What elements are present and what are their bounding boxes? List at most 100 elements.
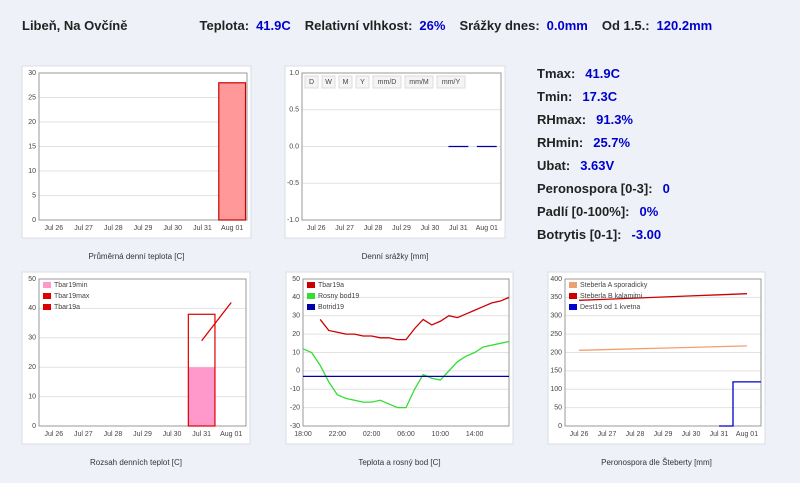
header-value: 120.2mm [656, 18, 713, 33]
stat-value: 25.7% [593, 135, 631, 150]
y-tick-label: 30 [292, 313, 300, 320]
legend-label: Tbar19min [54, 282, 88, 289]
stat-value: 3.63V [580, 158, 615, 173]
x-tick-label: Jul 31 [449, 225, 468, 232]
y-tick-label: 10 [28, 168, 36, 175]
range-button-label[interactable]: Y [360, 79, 365, 86]
x-tick-label: 22:00 [329, 431, 347, 438]
x-tick-label: 06:00 [397, 431, 415, 438]
stat-row: Tmax: 41.9C [537, 64, 670, 87]
stat-label: Peronospora [0-3]: [537, 181, 653, 196]
y-tick-label: 20 [28, 364, 36, 371]
y-tick-label: 400 [550, 276, 562, 283]
legend-swatch [43, 304, 51, 310]
legend-label: Tbar19a [318, 282, 344, 289]
y-tick-label: 50 [28, 276, 36, 283]
panel [284, 65, 506, 239]
bar [188, 367, 215, 426]
y-tick-label: 10 [28, 393, 36, 400]
range-button[interactable] [338, 75, 353, 89]
y-tick-label: 50 [554, 404, 562, 411]
y-tick-label: 300 [550, 313, 562, 320]
y-tick-label: 50 [292, 276, 300, 283]
stat-row: Peronospora [0-3]: 0 [537, 179, 670, 202]
legend-swatch [307, 282, 315, 288]
x-tick-label: Jul 28 [104, 431, 123, 438]
x-tick-label: 10:00 [432, 431, 450, 438]
y-tick-label: 0.5 [289, 107, 299, 114]
y-tick-label: 10 [292, 349, 300, 356]
legend-label: Steberla B kalamitni [580, 293, 643, 300]
station-name: Libeň, Na Ovčíně [22, 18, 128, 33]
plot-frame [38, 72, 248, 221]
range-button[interactable] [304, 75, 319, 89]
x-tick-label: Aug 01 [220, 431, 242, 438]
range-button-label[interactable]: mm/M [409, 79, 429, 86]
y-tick-label: 5 [32, 192, 36, 199]
legend-label: Tbar19max [54, 293, 90, 300]
y-tick-label: 15 [28, 143, 36, 150]
y-tick-label: -1.0 [287, 217, 299, 224]
x-tick-label: Jul 27 [74, 225, 93, 232]
stat-value: -3.00 [631, 227, 662, 242]
x-tick-label: Jul 29 [392, 225, 411, 232]
x-tick-label: Aug 01 [476, 225, 498, 232]
legend-swatch [307, 304, 315, 310]
x-tick-label: Jul 30 [163, 431, 182, 438]
y-tick-label: 0 [558, 423, 562, 430]
series-line [719, 381, 761, 427]
range-button[interactable] [355, 75, 370, 89]
range-button-label[interactable]: D [309, 79, 314, 86]
range-button-label[interactable]: mm/Y [442, 79, 461, 86]
x-tick-label: Jul 26 [45, 225, 64, 232]
chart-caption: Průměrná denní teplota [C] [88, 252, 184, 261]
stat-row: Padlí [0-100%]: 0% [537, 202, 670, 225]
y-tick-label: 200 [550, 349, 562, 356]
x-tick-label: Jul 26 [570, 431, 589, 438]
x-tick-label: Jul 27 [598, 431, 617, 438]
stat-row: RHmin: 25.7% [537, 133, 670, 156]
y-tick-label: -30 [290, 423, 300, 430]
range-button[interactable] [321, 75, 336, 89]
stat-row: Botrytis [0-1]: -3.00 [537, 225, 670, 248]
y-tick-label: 30 [28, 70, 36, 77]
header-value: 26% [419, 18, 446, 33]
x-tick-label: Jul 26 [307, 225, 326, 232]
stat-row: Tmin: 17.3C [537, 87, 670, 110]
range-button-label[interactable]: W [325, 79, 332, 86]
x-tick-label: Jul 29 [133, 431, 152, 438]
x-tick-label: Jul 30 [421, 225, 440, 232]
plot-frame [301, 72, 502, 221]
range-button-label[interactable]: mm/D [378, 79, 397, 86]
stat-label: RHmax: [537, 112, 587, 127]
stat-label: Ubat: [537, 158, 571, 173]
range-button-label[interactable]: M [343, 79, 349, 86]
y-tick-label: 350 [550, 294, 562, 301]
x-tick-label: Jul 27 [74, 431, 93, 438]
x-tick-label: Jul 31 [193, 225, 212, 232]
stat-value: 91.3% [596, 112, 633, 127]
x-tick-label: Jul 27 [335, 225, 354, 232]
legend-swatch [569, 282, 577, 288]
range-button[interactable] [404, 75, 434, 89]
series-line [578, 293, 748, 301]
y-tick-label: 250 [550, 331, 562, 338]
x-tick-label: Jul 28 [364, 225, 383, 232]
stats: Tmax: 41.9C Tmin: 17.3C RHmax: 91.3% RHmin: 25.… [537, 64, 670, 248]
header-label: Relativní vlhkost: [304, 18, 413, 33]
range-button[interactable] [436, 75, 466, 89]
x-tick-label: 02:00 [363, 431, 381, 438]
legend-swatch [43, 293, 51, 299]
header-value: 0.0mm [546, 18, 588, 33]
x-tick-label: Jul 28 [104, 225, 123, 232]
series-line [201, 302, 232, 342]
y-tick-label: 30 [28, 335, 36, 342]
legend-swatch [569, 293, 577, 299]
header-value: 41.9C [256, 18, 291, 33]
stat-label: Tmax: [537, 66, 576, 81]
series-line [302, 340, 510, 409]
chart-caption: Teplota a rosný bod [C] [358, 458, 440, 467]
series-line [319, 296, 510, 341]
range-button[interactable] [372, 75, 402, 89]
